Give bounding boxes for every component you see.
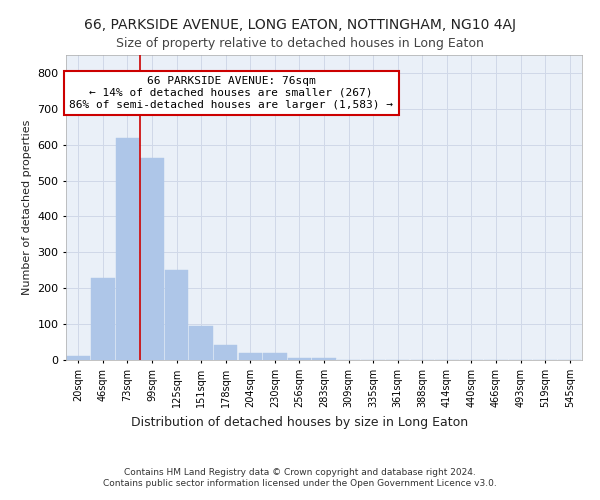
Bar [140, 158, 164, 360]
Text: Size of property relative to detached houses in Long Eaton: Size of property relative to detached ho… [116, 38, 484, 51]
Bar [313, 358, 335, 360]
Bar [165, 270, 188, 360]
Text: Contains HM Land Registry data © Crown copyright and database right 2024.
Contai: Contains HM Land Registry data © Crown c… [103, 468, 497, 487]
Text: Distribution of detached houses by size in Long Eaton: Distribution of detached houses by size … [131, 416, 469, 429]
Bar [116, 138, 139, 360]
Text: 66, PARKSIDE AVENUE, LONG EATON, NOTTINGHAM, NG10 4AJ: 66, PARKSIDE AVENUE, LONG EATON, NOTTING… [84, 18, 516, 32]
Bar [91, 278, 115, 360]
Bar [67, 356, 90, 360]
Bar [214, 345, 238, 360]
Text: 66 PARKSIDE AVENUE: 76sqm
← 14% of detached houses are smaller (267)
86% of semi: 66 PARKSIDE AVENUE: 76sqm ← 14% of detac… [69, 76, 393, 110]
Bar [190, 326, 213, 360]
Bar [288, 358, 311, 360]
Bar [239, 353, 262, 360]
Bar [263, 353, 287, 360]
Y-axis label: Number of detached properties: Number of detached properties [22, 120, 32, 295]
